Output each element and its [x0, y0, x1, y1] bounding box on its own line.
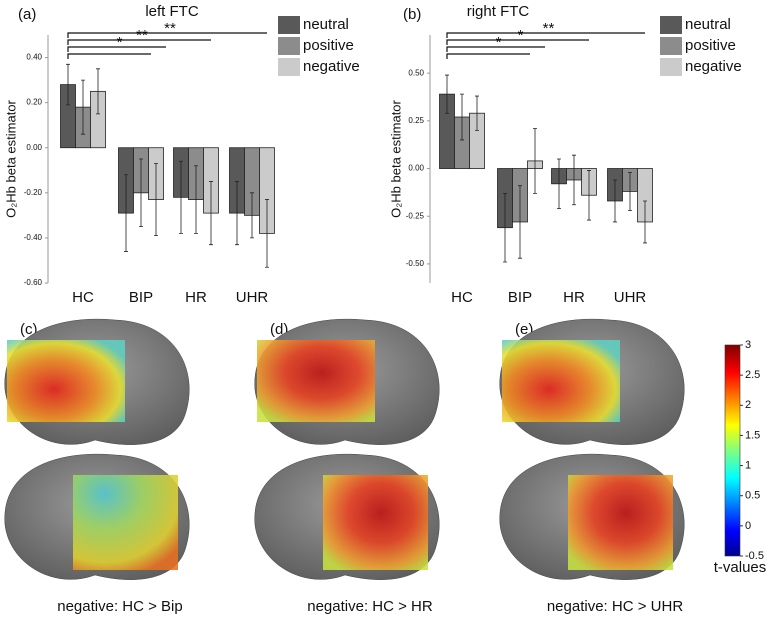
- activation-map: [257, 340, 375, 422]
- y-tick-label: 0.00: [26, 143, 42, 152]
- significance-bracket: [67, 39, 211, 45]
- caption: negative: HC > UHR: [547, 598, 683, 615]
- caption: negative: HC > Bip: [57, 598, 183, 615]
- y-tick-label: 0.20: [26, 98, 42, 107]
- error-bar: [572, 154, 576, 206]
- y-tick-label: 0.25: [408, 116, 424, 125]
- significance-bracket: [446, 46, 545, 52]
- y-axis-label: O₂Hb beta estimator: [3, 99, 18, 217]
- legend-swatch: [660, 37, 682, 55]
- y-tick-label: -0.20: [24, 188, 43, 197]
- error-bar: [209, 181, 213, 246]
- legend-swatch: [278, 58, 300, 76]
- legend-label: neutral: [685, 16, 731, 33]
- y-axis-label: O₂Hb beta estimator: [388, 99, 403, 217]
- significance-label: **: [543, 20, 555, 37]
- significance-bracket: [67, 32, 267, 38]
- error-bar: [475, 95, 479, 131]
- legend-swatch: [278, 37, 300, 55]
- error-bar: [557, 158, 561, 209]
- significance-bracket: [446, 32, 645, 38]
- error-bar: [445, 74, 449, 114]
- error-bar: [66, 63, 70, 106]
- caption: negative: HC > HR: [307, 598, 433, 615]
- x-tick-label: HR: [563, 289, 585, 306]
- error-bar: [96, 68, 100, 115]
- colorbar-tick-label: 2.5: [745, 369, 760, 381]
- error-bar: [179, 160, 183, 234]
- error-bar: [628, 171, 632, 211]
- error-bar: [460, 93, 464, 141]
- panel-label: (b): [403, 6, 421, 23]
- colorbar-tick-label: 1: [745, 459, 751, 471]
- y-tick-label: 0.50: [408, 68, 424, 77]
- colorbar-tick-label: 1.5: [745, 429, 760, 441]
- error-bar: [139, 158, 143, 228]
- error-bar: [533, 128, 537, 194]
- significance-label: *: [518, 27, 524, 44]
- legend-label: positive: [303, 37, 354, 54]
- colorbar-label: t-values: [714, 559, 767, 576]
- colorbar-tick-label: 0.5: [745, 490, 760, 502]
- y-tick-label: -0.50: [406, 259, 425, 268]
- significance-bracket: [67, 53, 151, 59]
- x-tick-label: HR: [185, 289, 207, 306]
- panel-label: (a): [18, 6, 36, 23]
- y-tick-label: 0.40: [26, 53, 42, 62]
- error-bar: [587, 170, 591, 221]
- error-bar: [613, 179, 617, 223]
- activation-map: [502, 340, 620, 422]
- legend-swatch: [660, 16, 682, 34]
- error-bar: [643, 200, 647, 244]
- error-bar: [81, 79, 85, 135]
- significance-label: *: [496, 34, 502, 51]
- significance-label: **: [164, 20, 176, 37]
- error-bar: [265, 199, 269, 268]
- chart-title: left FTC: [145, 3, 199, 20]
- legend-swatch: [660, 58, 682, 76]
- y-tick-label: 0.00: [408, 164, 424, 173]
- y-tick-label: -0.40: [24, 233, 43, 242]
- error-bar: [194, 165, 198, 234]
- significance-bracket: [446, 39, 589, 45]
- error-bar: [124, 174, 128, 252]
- activation-map: [73, 475, 178, 570]
- error-bar: [503, 192, 507, 263]
- error-bar: [250, 192, 254, 239]
- x-tick-label: HC: [451, 289, 473, 306]
- legend-swatch: [278, 16, 300, 34]
- colorbar-tick-label: 2: [745, 399, 751, 411]
- legend-label: positive: [685, 37, 736, 54]
- colorbar-tick-label: 3: [745, 339, 751, 351]
- error-bar: [518, 185, 522, 259]
- error-bar: [235, 181, 239, 246]
- activation-map: [7, 340, 125, 422]
- chart-title: right FTC: [467, 3, 530, 20]
- significance-bracket: [446, 53, 530, 59]
- legend-label: neutral: [303, 16, 349, 33]
- y-tick-label: -0.25: [406, 211, 425, 220]
- y-tick-label: -0.60: [24, 278, 43, 287]
- x-tick-label: UHR: [614, 289, 647, 306]
- x-tick-label: UHR: [236, 289, 269, 306]
- activation-map: [568, 475, 673, 570]
- colorbar-tick-label: 0: [745, 520, 751, 532]
- colorbar-tick-label: -0.5: [745, 550, 764, 562]
- x-tick-label: BIP: [508, 289, 532, 306]
- legend-label: negative: [303, 58, 360, 75]
- significance-label: **: [136, 27, 148, 44]
- legend-label: negative: [685, 58, 742, 75]
- colorbar: [724, 344, 741, 557]
- significance-bracket: [67, 46, 166, 52]
- x-tick-label: BIP: [129, 289, 153, 306]
- x-tick-label: HC: [72, 289, 94, 306]
- error-bar: [154, 163, 158, 237]
- significance-label: *: [117, 34, 123, 51]
- activation-map: [323, 475, 428, 570]
